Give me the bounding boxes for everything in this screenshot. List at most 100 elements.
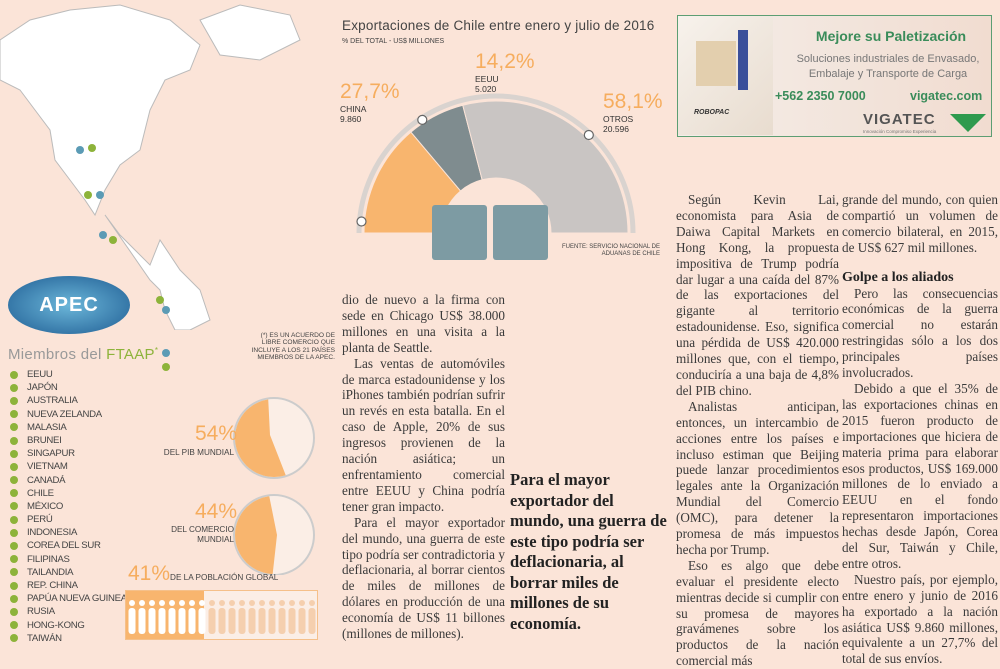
person-icon	[308, 600, 316, 634]
bullet-icon	[10, 621, 18, 630]
person-icon	[268, 600, 276, 634]
person-icon	[228, 600, 236, 634]
person-icon	[158, 600, 166, 634]
label-otros: 58,1% OTROS 20.596	[603, 90, 663, 134]
gauge-marker	[356, 216, 367, 227]
bullet-icon	[10, 607, 18, 616]
americas-map	[0, 4, 301, 330]
apec-logo: APEC	[8, 276, 130, 334]
ad-tagline: Innovación Compromiso Experiencia	[863, 129, 937, 134]
bullet-icon	[10, 410, 18, 419]
footnote: (*) ES UN ACUERDO DE LIBRE COMERCIO QUE …	[251, 332, 335, 362]
member-item: RUSIA	[10, 605, 127, 618]
gauge-marker	[583, 129, 594, 141]
map-pins	[76, 144, 170, 314]
member-item: EEUU	[10, 368, 127, 381]
ad-website-link[interactable]: vigatec.com	[910, 89, 983, 103]
bullet-icon	[10, 502, 18, 511]
member-item: MÉXICO	[10, 500, 127, 513]
stat-pib-value: 54%	[195, 422, 238, 445]
member-item: HONG-KONG	[10, 619, 127, 632]
bullet-icon	[10, 581, 18, 590]
bullet-icon	[10, 370, 18, 379]
member-item: TAILANDIA	[10, 566, 127, 579]
person-icon	[168, 600, 176, 634]
member-item: TAIWÁN	[10, 632, 127, 645]
gauge-outer-ring	[356, 93, 636, 234]
bullet-icon	[10, 568, 18, 577]
gauge-slice-otros	[462, 100, 629, 234]
bullet-icon	[10, 436, 18, 445]
member-item: PAPÚA NUEVA GUINEA	[10, 592, 127, 605]
bullet-icon	[10, 528, 18, 537]
vigatec-logo: VIGATEC	[863, 111, 936, 128]
person-icon	[288, 600, 296, 634]
person-icon	[208, 600, 216, 634]
member-item: INDONESIA	[10, 526, 127, 539]
bullet-icon	[10, 396, 18, 405]
chile-coat-of-arms-icon	[432, 205, 487, 260]
bullet-icon	[10, 594, 18, 603]
person-icon	[278, 600, 286, 634]
wrapping-machine	[738, 30, 748, 90]
label-china: 27,7% CHINA 9.860	[340, 80, 400, 124]
member-item: MALASIA	[10, 421, 127, 434]
article-column-3: Según Kevin Lai, economista para Asia de…	[676, 192, 839, 669]
article-column-4: grande del mundo, con quien compartió un…	[842, 192, 998, 667]
person-icon	[198, 600, 206, 634]
robopac-logo: ROBOPAC	[694, 109, 730, 116]
ship-icon	[493, 205, 548, 260]
article-column-1: dio de nuevo a la firma con sede en Chic…	[342, 292, 505, 642]
person-icon	[238, 600, 246, 634]
chile-pins	[162, 349, 170, 371]
member-item: CANADÁ	[10, 474, 127, 487]
bullet-icon	[10, 476, 18, 485]
member-item: CHILE	[10, 487, 127, 500]
stat-comercio-label: DEL COMERCIO MUNDIAL	[171, 525, 234, 544]
vigatec-triangle-icon	[950, 114, 986, 132]
stat-comercio-value: 44%	[195, 500, 238, 523]
members-list: EEUU JAPÓN AUSTRALIA NUEVA ZELANDA MALASIA BR…	[10, 368, 127, 645]
member-item: COREA DEL SUR	[10, 539, 127, 552]
bullet-icon	[10, 634, 18, 643]
member-item: BRUNEI	[10, 434, 127, 447]
person-icon	[128, 600, 136, 634]
member-item: VIETNAM	[10, 460, 127, 473]
bullet-icon	[10, 555, 18, 564]
person-icon	[138, 600, 146, 634]
chart-subtitle: % DEL TOTAL - US$ MILLONES	[342, 38, 445, 45]
chart-title: Exportaciones de Chile entre enero y jul…	[342, 18, 655, 33]
bullet-icon	[10, 542, 18, 551]
member-item: JAPÓN	[10, 381, 127, 394]
bullet-icon	[10, 515, 18, 524]
person-icon	[258, 600, 266, 634]
bullet-icon	[10, 449, 18, 458]
pull-quote: Para el mayor exportador del mundo, una …	[510, 470, 667, 633]
bullet-icon	[10, 383, 18, 392]
member-item: NUEVA ZELANDA	[10, 408, 127, 421]
stat-pib-label: DEL PIB MUNDIAL	[163, 448, 234, 457]
pallet-box	[696, 41, 736, 86]
person-icon	[178, 600, 186, 634]
member-item: AUSTRALIA	[10, 394, 127, 407]
stat-poblacion-value: 41%	[128, 562, 171, 585]
ad-description: Soluciones industriales de Envasado, Emba…	[796, 53, 980, 80]
ad-phone: +562 2350 7000	[775, 89, 866, 103]
member-item: FILIPINAS	[10, 553, 127, 566]
gauge-marker	[417, 114, 428, 125]
ad-headline: Mejore su Paletización	[815, 28, 967, 44]
subheading: Golpe a los aliados	[842, 269, 954, 285]
member-item: SINGAPUR	[10, 447, 127, 460]
member-item: REP. CHINA	[10, 579, 127, 592]
stat-poblacion-label: DE LA POBLACIÓN GLOBAL	[170, 573, 279, 582]
person-icon	[148, 600, 156, 634]
label-eeuu: 14,2% EEUU 5.020	[475, 50, 535, 94]
person-icon	[248, 600, 256, 634]
vigatec-ad[interactable]: ROBOPAC Mejore su Paletización Solucione…	[677, 15, 992, 137]
person-icon	[188, 600, 196, 634]
bullet-icon	[10, 489, 18, 498]
member-item: PERÚ	[10, 513, 127, 526]
person-icon	[298, 600, 306, 634]
chart-source: FUENTE: SERVICIO NACIONAL DE ADUANAS DE …	[561, 244, 660, 257]
bullet-icon	[10, 423, 18, 432]
